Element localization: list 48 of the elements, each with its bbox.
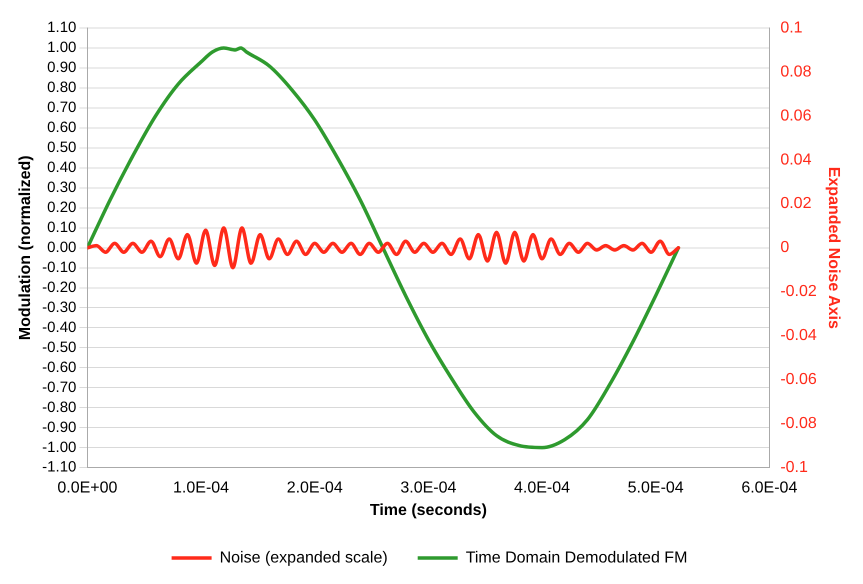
y-tick-label: 0.30 [47,178,76,196]
y-tick-label: -1.10 [42,458,76,476]
y2-tick-label: 0.08 [780,63,812,80]
y-tick-label: 0.80 [47,79,76,96]
y-tick-label: -0.30 [42,298,76,316]
y-tick-label: 0.50 [47,139,76,156]
y-tick-label: 0.10 [47,218,76,236]
y-tick-label: 0.00 [47,238,76,256]
y2-tick-label: -0.1 [780,459,808,476]
x-axis-title: Time (seconds) [370,502,487,519]
y2-tick-label: -0.04 [780,327,817,344]
x-tick-label: 2.0E-04 [286,480,343,497]
y-tick-label: -0.60 [42,358,76,376]
y2-tick-label: -0.02 [780,283,817,300]
x-tick-label: 3.0E-04 [400,480,456,497]
y-tick-label: 0.90 [47,59,76,76]
line-series [87,226,680,270]
y-tick-label: 0.60 [47,119,76,136]
line-series [87,46,680,450]
y2-axis-title: Expanded Noise Axis [824,166,842,329]
y-tick-label: 1.10 [47,19,76,36]
y2-tick-label: 0.04 [780,151,812,168]
y2-tick-label: 0.1 [780,19,803,36]
y-tick-label: -1.00 [42,438,76,456]
y-tick-label: -0.50 [42,338,76,356]
y2-tick-label: 0.06 [780,107,812,124]
y-tick-label: -0.90 [42,418,76,436]
y2-tick-label: -0.06 [780,371,817,388]
y-tick-label: -0.70 [42,378,76,396]
y-tick-label: 0.20 [47,198,76,216]
x-tick-label: 6.0E-04 [741,480,798,497]
y-tick-label: 0.40 [47,159,76,176]
y-tick-label: 1.00 [47,39,76,56]
x-tick-label: 0.0E+00 [57,480,118,497]
y-axis-title: Modulation (normalized) [17,155,34,340]
y2-tick-label: -0.08 [780,415,817,432]
x-tick-label: 5.0E-04 [628,480,684,497]
y2-tick-label: 0 [780,239,790,256]
y2-tick-label: 0.02 [780,195,812,212]
y-tick-label: 0.70 [47,99,76,116]
legend-label: Noise (expanded scale) [220,549,388,566]
x-tick-label: 4.0E-04 [514,480,570,497]
y-tick-label: -0.20 [42,278,76,296]
x-tick-label: 1.0E-04 [173,480,230,497]
legend-label: Time Domain Demodulated FM [466,549,688,566]
y-tick-label: -0.10 [42,258,76,276]
y-tick-label: -0.40 [42,318,76,336]
y-tick-label: -0.80 [42,398,76,416]
